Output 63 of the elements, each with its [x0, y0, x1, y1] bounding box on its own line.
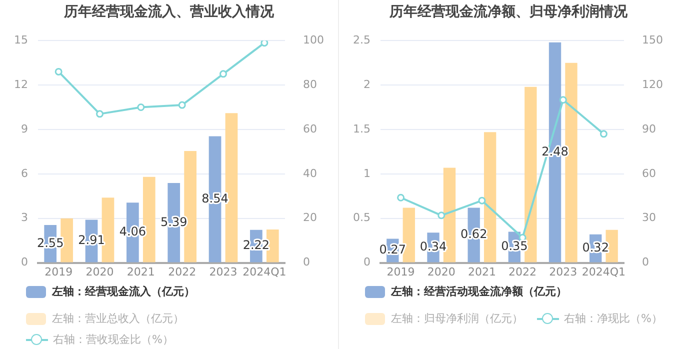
y2-tick-label: 90: [642, 122, 656, 136]
data-label: 0.27: [379, 242, 406, 257]
point: [178, 101, 186, 109]
point: [260, 40, 268, 47]
y2-tick-label: 0: [642, 256, 650, 269]
data-label: 2.55: [36, 236, 64, 250]
x-tick-label: 2021: [126, 265, 155, 278]
y-tick-label: 0: [20, 256, 28, 269]
legend-label: 左轴：经营活动现金流净额（亿元）: [391, 284, 567, 299]
x-tick-label: 2019: [44, 265, 73, 278]
y-tick-label: 6: [20, 166, 28, 180]
point: [438, 212, 446, 220]
data-label: 5.39: [160, 214, 188, 229]
point: [54, 68, 62, 76]
y-tick-label: 9: [20, 122, 28, 136]
y2-tick-label: 0: [303, 256, 310, 269]
point: [96, 110, 104, 118]
point: [137, 104, 145, 112]
data-label: 0.35: [501, 239, 528, 254]
data-label: 2.22: [242, 238, 270, 252]
x-tick-label: 2021: [468, 265, 496, 278]
y2-tick-label: 20: [303, 211, 318, 224]
x-tick-label: 2024Q1: [582, 265, 626, 278]
data-label: 8.54: [202, 191, 228, 206]
point: [397, 194, 405, 202]
y2-tick-label: 40: [303, 166, 318, 180]
y2-tick-label: 120: [642, 78, 664, 91]
y-tick-label: 1: [363, 166, 370, 180]
y2-tick-label: 100: [303, 33, 324, 46]
y-tick-label: 1.5: [352, 122, 370, 136]
point: [478, 196, 486, 204]
legend-label: 左轴：营业总收入（亿元）: [52, 311, 184, 326]
y2-tick-label: 80: [303, 78, 318, 91]
point: [559, 96, 567, 104]
data-label: 0.32: [582, 240, 609, 254]
y-tick-label: 12: [14, 78, 28, 91]
y2-tick-label: 150: [642, 33, 664, 46]
y-tick-label: 0.5: [352, 211, 370, 224]
y2-tick-label: 60: [642, 166, 656, 180]
x-tick-label: 2024Q1: [242, 265, 286, 278]
legend-label: 右轴：净现比（%）: [564, 311, 662, 326]
legend-label: 左轴：归母净利润（亿元）: [391, 311, 523, 326]
legend-label: 右轴：营收现金比（%）: [53, 332, 174, 347]
point: [600, 130, 608, 138]
y2-tick-label: 60: [303, 122, 318, 136]
y-tick-label: 2.5: [352, 33, 370, 46]
y-tick-label: 2: [363, 78, 370, 91]
x-tick-label: 2020: [427, 265, 456, 278]
y2-tick-label: 30: [642, 211, 656, 224]
point: [220, 70, 228, 78]
chart-title: 历年经营现金流净额、归母净利润情况: [388, 2, 628, 22]
legend-label: 左轴：经营现金流入（亿元）: [52, 284, 195, 299]
y-tick-label: 15: [14, 33, 28, 46]
x-tick-label: 2022: [508, 265, 537, 278]
x-tick-label: 2020: [86, 265, 114, 278]
x-tick-label: 2019: [386, 265, 415, 278]
x-tick-label: 2023: [209, 265, 238, 278]
data-label: 2.91: [78, 233, 105, 248]
x-tick-label: 2022: [168, 265, 196, 278]
x-tick-label: 2023: [549, 265, 578, 278]
chart-title: 历年经营现金流入、营业收入情况: [62, 2, 275, 22]
y-tick-label: 3: [20, 211, 28, 224]
y-tick-label: 0: [363, 256, 370, 269]
